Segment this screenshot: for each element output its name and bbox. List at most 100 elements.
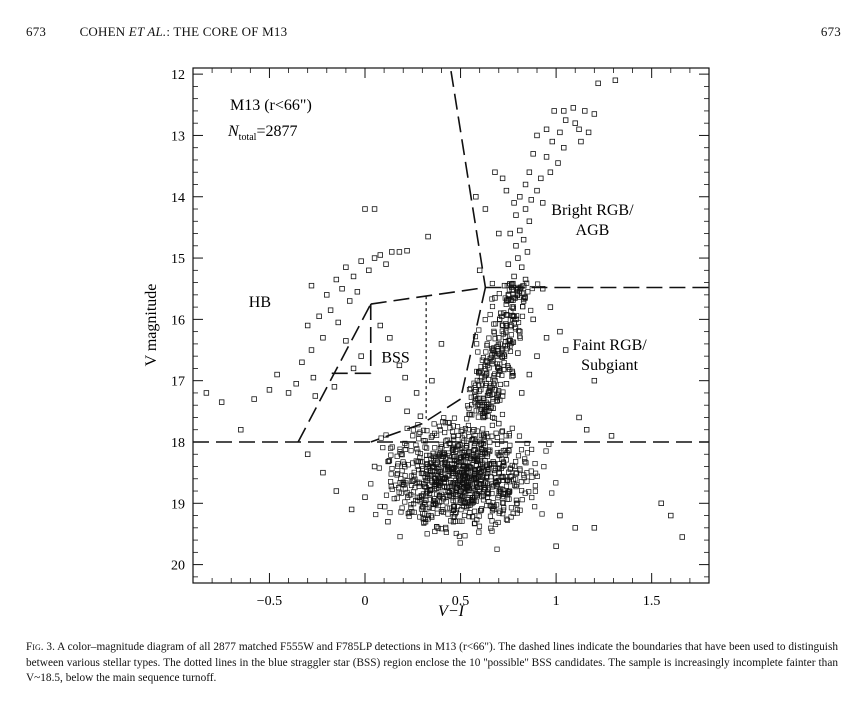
region-label: Faint RGB/ [573,337,648,354]
star-point-rgb [491,328,497,334]
star-point-dense [501,505,507,511]
star-point [333,488,340,494]
star-point-dense [417,480,423,487]
star-point-rgb [499,411,506,418]
star-point-dense [383,492,390,498]
star-point-rgb [474,368,480,374]
star-point-rgb [495,350,501,356]
star-point-dense [513,476,519,482]
star-point [503,187,510,194]
star-point [343,338,349,344]
star-point [517,227,523,234]
star-point-dense [416,436,422,442]
star-point-rgb [466,405,472,411]
star-point-dense [504,496,511,502]
star-point-dense [519,497,525,503]
star-point-dense [472,470,478,476]
star-point-rgb [480,413,486,419]
star-point [316,313,322,320]
star-point [557,129,563,136]
y-axis-label: V magnitude [143,284,160,367]
star-point-dense [437,427,443,433]
star-point-dense [389,486,395,492]
star-point [668,512,674,519]
star-point [492,169,498,175]
star-point-dense [386,458,393,464]
star-point-dense [526,489,532,495]
star-point-dense [493,475,499,481]
star-point [515,255,521,261]
star-point-dense [493,430,499,436]
star-point [511,273,517,280]
star-point-dense [491,506,497,513]
star-point-rgb [482,317,488,323]
star-point-dense [437,445,443,451]
star-point-dense [425,512,432,518]
star-point [304,451,311,457]
star-point [473,194,479,200]
star-point-dense [458,429,464,435]
star-point-dense [413,497,419,504]
star-point [562,117,569,123]
star-point-dense [399,468,405,474]
star-point [362,206,368,212]
star-point-dense [494,450,500,456]
y-tick-label: 19 [171,497,185,512]
star-point [320,469,326,476]
star-point-dense [450,480,456,486]
star-point [582,108,588,114]
star-point-dense [447,483,453,489]
star-point-rgb [513,324,519,331]
star-point-rgb [483,382,489,389]
star-point-rgb [484,341,490,347]
star-point-dense [428,434,434,440]
star-point [389,249,395,255]
star-point-dense [458,507,464,513]
star-point [520,236,527,243]
star-point-dense [459,427,465,433]
star-point-dense [522,456,528,462]
star-point-dense [521,475,527,481]
star-point-dense [420,516,426,522]
star-point-dense [398,509,404,515]
star-point-dense [465,427,471,433]
caption-label: Fig. 3. [26,641,55,653]
star-point-rgb [514,290,520,296]
star-point [358,258,364,264]
star-point-dense [439,498,445,504]
star-point-dense [467,473,473,479]
star-point-dense [434,510,440,516]
star-point [385,396,391,402]
star-point-rgb [485,376,492,382]
star-point-dense [421,484,427,490]
star-point-dense [494,546,500,552]
star-point-dense [463,440,470,446]
star-point-rgb [473,408,479,414]
star-point-rgb [516,319,522,326]
star-point [333,276,340,283]
y-tick-label: 15 [171,252,185,267]
star-point [557,328,563,335]
star-point-dense [378,435,384,441]
star-point-dense [485,489,491,495]
dashed-boundary [370,286,486,305]
star-point-dense [472,447,478,453]
star-point-dense [430,502,436,508]
star-point-dense [481,432,487,438]
star-point-dense [500,487,506,493]
star-point [534,132,540,139]
star-point-rgb [510,372,516,379]
star-point-dense [387,510,393,516]
star-point [540,200,546,206]
star-point-dense [448,518,454,524]
star-point-rgb [468,385,474,392]
star-point-dense [495,495,501,501]
star-point [385,518,391,525]
star-point [293,381,299,387]
star-point-dense [469,495,475,501]
star-point-dense [441,484,447,490]
star-point-dense [421,427,427,433]
star-point-rgb [466,411,472,417]
star-point-dense [453,498,459,504]
plot-frame [192,67,710,584]
